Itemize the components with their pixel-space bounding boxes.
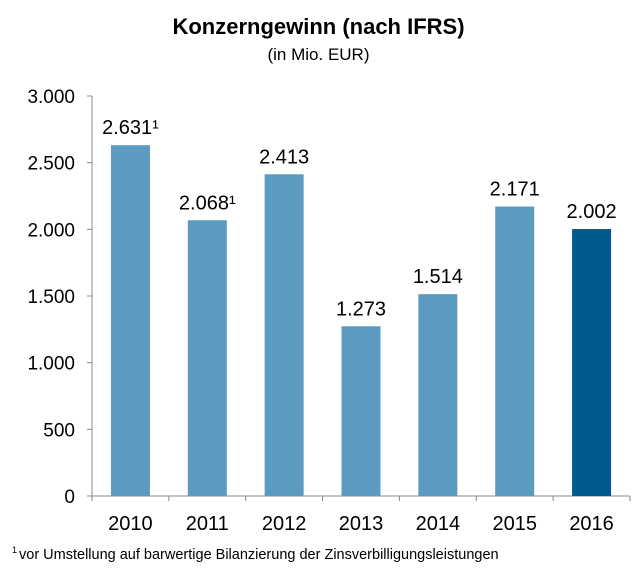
x-tick-label: 2010 [108, 513, 153, 535]
bar [187, 220, 227, 496]
data-label: 1.273 [336, 298, 386, 320]
x-tick-label: 2012 [262, 513, 307, 535]
x-tick-label: 2011 [186, 513, 229, 535]
bar [341, 326, 381, 496]
data-label: 2.413 [259, 146, 309, 168]
y-tick-label: 500 [43, 420, 75, 441]
bar [418, 294, 458, 496]
bar [110, 145, 150, 496]
data-label: 2.002 [567, 201, 617, 223]
footnote: 1 vor Umstellung auf barwertige Bilanzier… [12, 545, 499, 563]
y-tick-label: 2.500 [27, 154, 75, 175]
x-tick-label: 2014 [416, 513, 461, 535]
chart-title: Konzerngewinn (nach IFRS) [172, 14, 465, 39]
footnote-marker: 1 [12, 545, 18, 555]
x-tick-label: 2016 [569, 513, 614, 535]
x-tick-label: 2015 [492, 513, 537, 535]
bar [572, 229, 612, 497]
chart-subtitle: (in Mio. EUR) [267, 45, 370, 64]
y-tick-label: 0 [64, 487, 75, 508]
y-tick-label: 1.500 [27, 287, 75, 308]
data-label: 1.514 [413, 266, 463, 288]
bar [264, 174, 304, 496]
y-tick-label: 2.000 [27, 220, 75, 241]
x-tick-label: 2013 [339, 513, 384, 535]
data-label: 2.171 [490, 179, 540, 201]
data-label: 2.068¹ [179, 192, 236, 214]
bar [495, 206, 535, 497]
y-tick-label: 3.000 [27, 87, 75, 108]
footnote-text: vor Umstellung auf barwertige Bilanzieru… [19, 547, 499, 563]
data-label: 2.631¹ [102, 117, 159, 139]
y-tick-label: 1.000 [27, 354, 75, 375]
